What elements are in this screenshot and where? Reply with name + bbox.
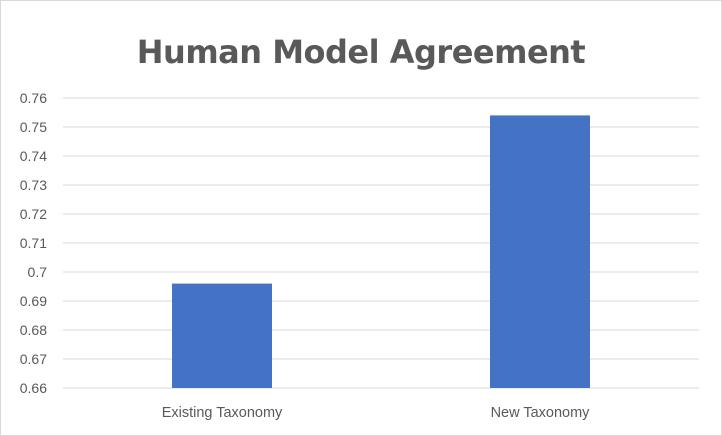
y-tick-label: 0.75 <box>20 119 47 135</box>
y-tick-label: 0.73 <box>20 177 47 193</box>
x-category-label: Existing Taxonomy <box>162 405 283 421</box>
y-axis-ticks: 0.66 0.67 0.68 0.69 0.7 0.71 0.72 0.73 0.74 0.75 0… <box>20 90 47 396</box>
x-axis-categories: Existing Taxonomy New Taxonomy <box>162 405 590 421</box>
bar-existing-taxonomy <box>172 283 272 388</box>
y-tick-label: 0.72 <box>20 206 47 222</box>
gridlines <box>63 97 699 389</box>
y-tick-label: 0.66 <box>20 380 47 396</box>
x-category-label: New Taxonomy <box>491 405 591 421</box>
y-tick-label: 0.71 <box>20 235 47 251</box>
bars <box>172 115 590 389</box>
bar-new-taxonomy <box>490 115 590 389</box>
y-tick-label: 0.67 <box>20 351 47 367</box>
y-tick-label: 0.68 <box>20 322 47 338</box>
chart-title: Human Model Agreement <box>136 33 586 71</box>
y-tick-label: 0.69 <box>20 293 47 309</box>
y-tick-label: 0.74 <box>20 148 47 164</box>
y-tick-label: 0.76 <box>20 90 47 106</box>
y-tick-label: 0.7 <box>28 264 48 280</box>
